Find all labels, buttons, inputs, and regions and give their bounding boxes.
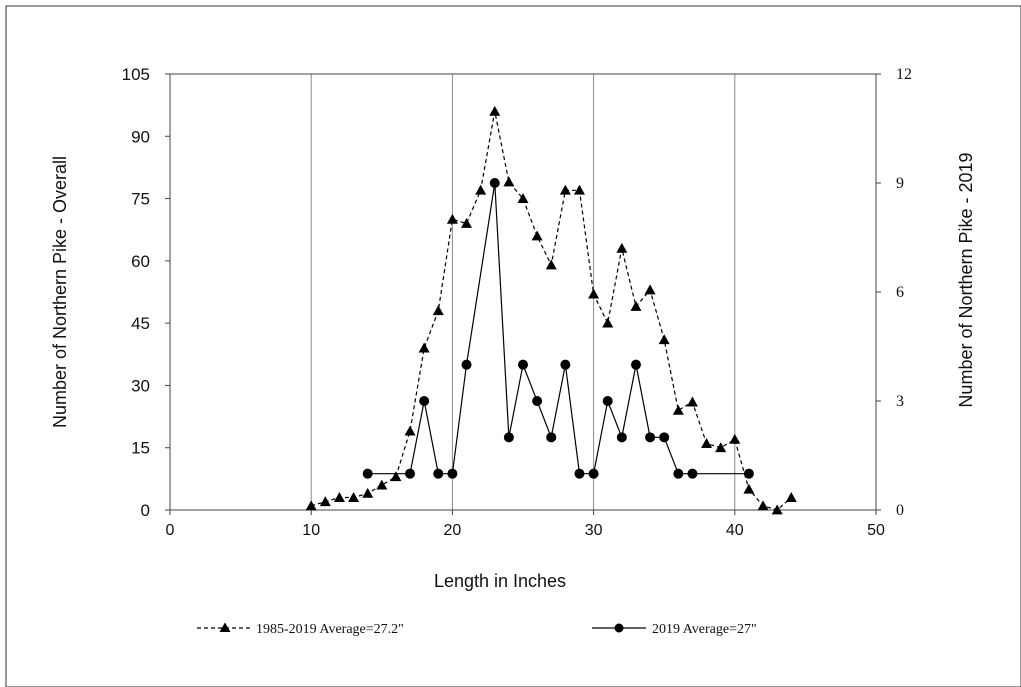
data-point-circle [461, 359, 472, 370]
x-tick-label: 0 [166, 522, 175, 539]
data-point-triangle [461, 217, 473, 228]
y-left-tick-label: 90 [131, 127, 150, 146]
data-point-triangle [418, 342, 430, 353]
data-point-circle [659, 432, 670, 443]
data-point-triangle [785, 492, 797, 502]
data-point-triangle [715, 442, 727, 453]
y-right-tick-label: 6 [896, 284, 904, 301]
y-right-axis-label: Number of Northern Pike - 2019 [956, 152, 976, 407]
outer-border [5, 5, 1021, 687]
data-point-circle [574, 468, 585, 479]
y-left-tick-label: 15 [131, 439, 150, 458]
data-point-circle [489, 178, 500, 188]
data-point-triangle [348, 492, 360, 502]
data-point-circle [362, 468, 373, 479]
data-point-triangle [644, 284, 656, 295]
x-axis-label: Length in Inches [434, 571, 566, 591]
data-point-triangle [757, 500, 769, 511]
x-tick-label: 50 [867, 522, 885, 539]
data-point-circle [602, 396, 613, 406]
data-point-circle [503, 432, 514, 443]
legend-average-label: 1985-2019 Average=27.2" [256, 622, 404, 637]
data-point-triangle [729, 433, 741, 444]
data-point-triangle [573, 184, 585, 195]
data-point-triangle [658, 334, 670, 345]
data-point-triangle [432, 305, 444, 316]
legend: 1985-2019 Average=27.2" 2019 Average=27" [197, 622, 757, 637]
data-point-triangle [489, 105, 501, 116]
data-point-triangle [771, 504, 783, 515]
data-point-circle [616, 432, 627, 443]
x-tick-label: 40 [726, 522, 744, 539]
data-point-triangle [545, 259, 557, 270]
data-point-circle [588, 468, 599, 479]
x-tick-label: 30 [585, 522, 603, 539]
legend-item-2019: 2019 Average=27" [592, 622, 757, 637]
data-point-triangle [743, 483, 755, 494]
y-right-tick-label: 3 [896, 393, 904, 410]
y-left-axis-ticks: 0 15 30 45 60 75 90 105 [122, 65, 170, 520]
data-point-triangle [559, 184, 571, 195]
data-point-circle [645, 432, 656, 443]
data-point-triangle [602, 317, 614, 328]
data-point-triangle [404, 425, 416, 436]
x-tick-label: 10 [302, 522, 320, 539]
data-point-circle [532, 396, 543, 406]
data-point-triangle [630, 301, 642, 311]
data-point-triangle [503, 176, 515, 187]
data-point-triangle [672, 404, 684, 415]
x-tick-label: 20 [444, 522, 462, 539]
data-point-triangle [319, 496, 331, 507]
series-markers [305, 105, 797, 515]
data-point-triangle [475, 184, 487, 195]
data-point-circle [560, 359, 571, 370]
data-point-triangle [701, 438, 713, 448]
data-point-circle [447, 468, 458, 479]
data-point-triangle [588, 288, 600, 299]
legend-item-average: 1985-2019 Average=27.2" [197, 622, 404, 637]
y-left-axis-label: Number of Northern Pike - Overall [50, 156, 70, 428]
y-left-tick-label: 0 [141, 501, 150, 520]
data-point-triangle [390, 471, 402, 482]
data-point-triangle [362, 487, 374, 498]
y-left-tick-label: 60 [131, 252, 150, 271]
y-left-tick-label: 45 [131, 314, 150, 333]
series-line-2019 [367, 182, 749, 475]
data-point-circle [546, 432, 557, 443]
data-point-circle [743, 468, 754, 479]
data-point-circle [433, 468, 444, 479]
data-point-triangle [686, 396, 698, 407]
data-point-circle [687, 468, 698, 479]
legend-2019-label: 2019 Average=27" [652, 622, 757, 637]
legend-triangle-marker [219, 622, 231, 632]
data-point-triangle [616, 242, 628, 253]
x-axis-ticks: 0 10 20 30 40 50 [166, 510, 885, 539]
y-right-axis-ticks: 0 3 6 9 12 [876, 66, 912, 519]
y-right-tick-label: 9 [896, 175, 904, 192]
data-point-circle [419, 396, 430, 406]
y-left-tick-label: 105 [122, 65, 150, 84]
data-point-circle [518, 359, 528, 370]
data-point-triangle [531, 230, 543, 241]
data-point-triangle [333, 492, 345, 502]
data-point-circle [673, 468, 684, 479]
data-point-circle [630, 359, 641, 370]
y-right-tick-label: 12 [896, 66, 912, 83]
data-point-circle [405, 468, 416, 479]
data-point-triangle [305, 500, 317, 511]
y-left-tick-label: 30 [131, 376, 150, 395]
y-right-tick-label: 0 [896, 502, 904, 519]
data-point-triangle [376, 479, 388, 490]
legend-circle-marker [614, 623, 624, 633]
data-point-triangle [446, 213, 458, 224]
y-left-tick-label: 75 [131, 190, 150, 209]
data-point-triangle [517, 193, 529, 203]
